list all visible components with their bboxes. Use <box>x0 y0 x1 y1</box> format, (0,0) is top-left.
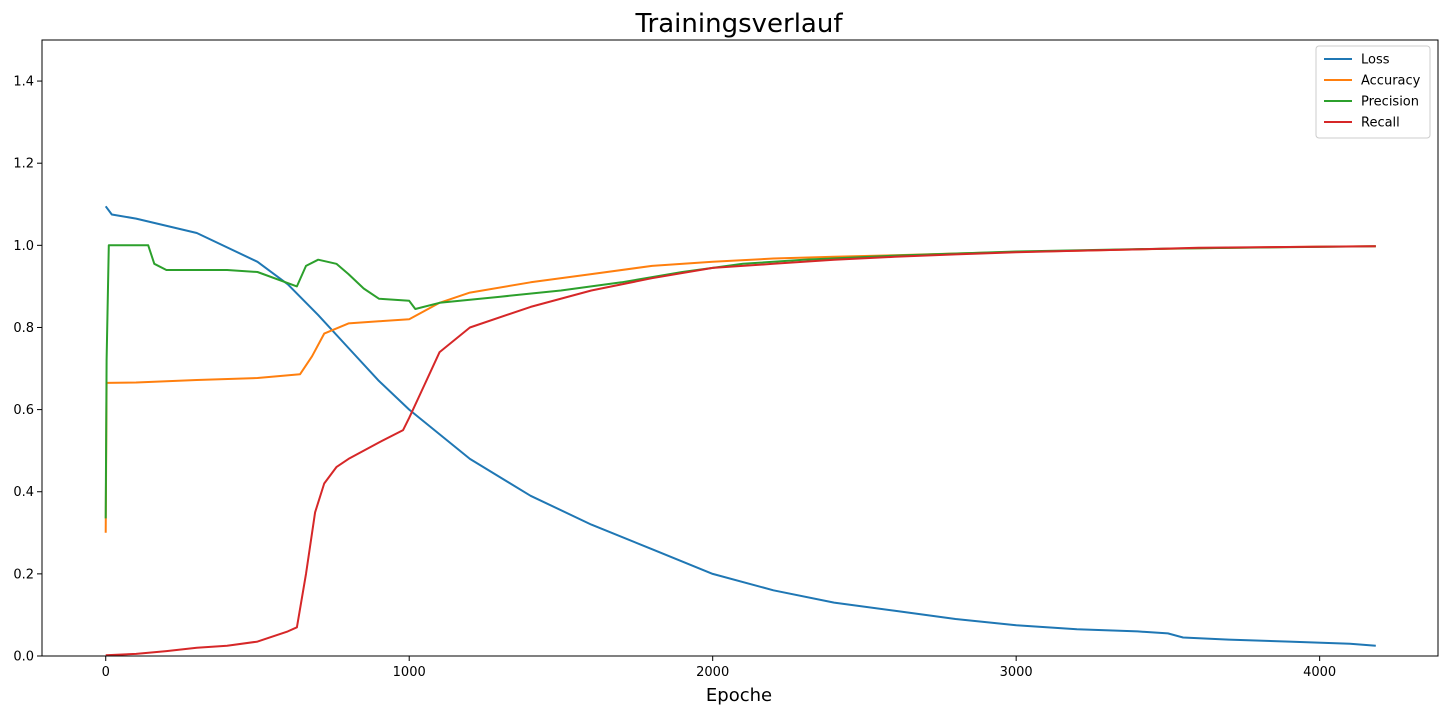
x-axis: 0 1000 2000 3000 4000 <box>102 656 1336 680</box>
y-tick-label: 0.0 <box>13 650 34 665</box>
plot-frame <box>41 39 1439 657</box>
x-axis-label: Epoche <box>706 685 772 706</box>
plot-area <box>41 39 1439 657</box>
x-tick-label: 3000 <box>1000 665 1033 680</box>
series-line-accuracy <box>104 245 1376 533</box>
x-tick-label: 1000 <box>393 665 426 680</box>
legend-box <box>1315 45 1431 139</box>
y-tick-label: 0.8 <box>13 321 34 336</box>
y-tick-label: 0.4 <box>13 485 34 500</box>
y-tick-label: 0.6 <box>13 403 34 418</box>
y-axis: 0.0 0.2 0.4 0.6 0.8 1.0 1.2 1.4 <box>13 75 42 665</box>
legend-label-accuracy: Accuracy <box>1361 74 1421 89</box>
x-tick-label: 4000 <box>1303 665 1336 680</box>
legend-label-loss: Loss <box>1361 53 1390 68</box>
legend-label-precision: Precision <box>1361 95 1419 110</box>
y-tick-label: 0.2 <box>13 567 34 582</box>
y-tick-label: 1.4 <box>13 75 34 90</box>
series-line-recall <box>105 245 1376 657</box>
x-tick-label: 2000 <box>696 665 729 680</box>
y-tick-label: 1.0 <box>13 239 34 254</box>
series-line-precision <box>104 244 1376 519</box>
x-tick-label: 0 <box>102 665 110 680</box>
y-tick-label: 1.2 <box>13 157 34 172</box>
legend: Loss Accuracy Precision Recall <box>1315 45 1431 139</box>
chart-title: Trainingsverlauf <box>635 9 844 39</box>
series-line-loss <box>104 205 1376 647</box>
legend-label-recall: Recall <box>1361 116 1400 131</box>
